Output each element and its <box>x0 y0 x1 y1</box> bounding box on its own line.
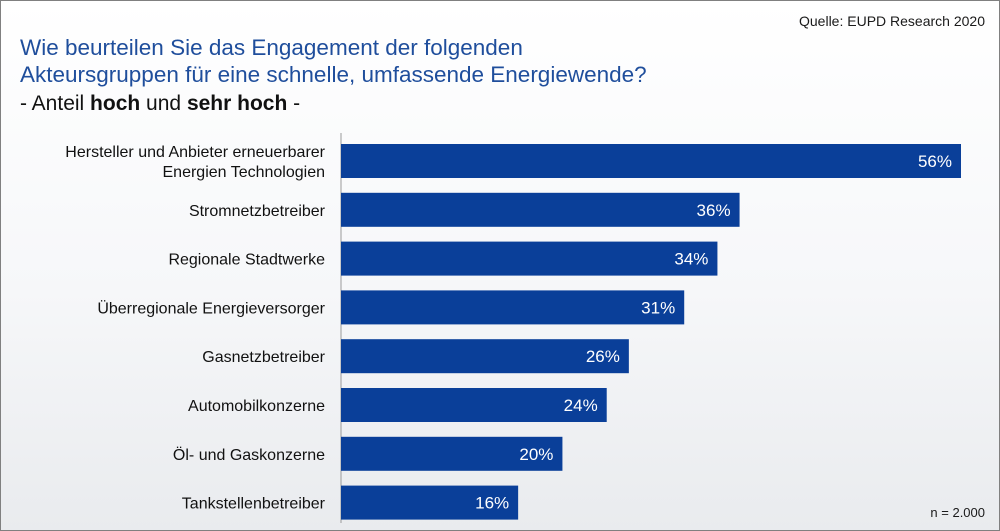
value-label: 34% <box>674 250 708 269</box>
value-label: 56% <box>918 152 952 171</box>
bar <box>341 144 961 178</box>
category-label: Hersteller und Anbieter erneuerbarer <box>65 144 325 161</box>
bar <box>341 290 685 325</box>
category-label: Überregionale Energieversorger <box>97 299 325 317</box>
bar <box>341 241 718 276</box>
source-note: Quelle: EUPD Research 2020 <box>799 13 985 29</box>
subtitle-prefix: - Anteil <box>20 92 91 115</box>
value-label: 16% <box>475 494 509 513</box>
category-label: Energien Technologien <box>163 164 326 181</box>
category-label: Öl- und Gaskonzerne <box>173 446 325 464</box>
category-label: Automobilkonzerne <box>188 398 325 415</box>
value-label: 31% <box>641 298 675 317</box>
bar <box>341 192 740 227</box>
subtitle-suffix: - <box>287 92 301 115</box>
subtitle-bold-sehr-hoch: sehr hoch <box>186 92 288 115</box>
bar <box>341 485 519 520</box>
bar <box>341 339 629 374</box>
chart-subtitle: - Anteil hoch und sehr hoch - <box>20 92 300 116</box>
sample-size-note: n = 2.000 <box>930 505 985 520</box>
category-label: Gasnetzbetreiber <box>202 349 325 366</box>
value-label: 36% <box>697 201 731 220</box>
chart-title: Wie beurteilen Sie das Engagement der fo… <box>20 35 647 87</box>
value-label: 24% <box>564 396 598 415</box>
bar <box>341 436 563 471</box>
value-label: 20% <box>519 445 553 464</box>
category-label: Tankstellenbetreiber <box>182 496 326 513</box>
category-label: Regionale Stadtwerke <box>168 252 325 269</box>
subtitle-middle: und <box>140 92 187 115</box>
bar <box>341 388 607 422</box>
subtitle-bold-hoch: hoch <box>90 92 141 115</box>
category-label: Stromnetzbetreiber <box>189 203 326 220</box>
value-label: 26% <box>586 347 620 366</box>
